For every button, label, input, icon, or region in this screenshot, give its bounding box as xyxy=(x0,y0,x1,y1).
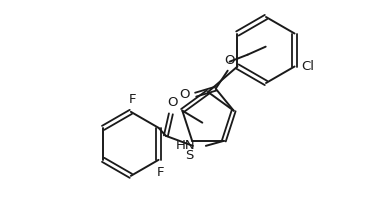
Text: F: F xyxy=(129,93,136,106)
Text: S: S xyxy=(185,149,193,162)
Text: F: F xyxy=(157,166,164,179)
Text: Cl: Cl xyxy=(301,60,315,73)
Text: O: O xyxy=(179,88,190,101)
Text: HN: HN xyxy=(176,139,196,152)
Text: O: O xyxy=(168,96,178,109)
Text: O: O xyxy=(224,54,235,67)
